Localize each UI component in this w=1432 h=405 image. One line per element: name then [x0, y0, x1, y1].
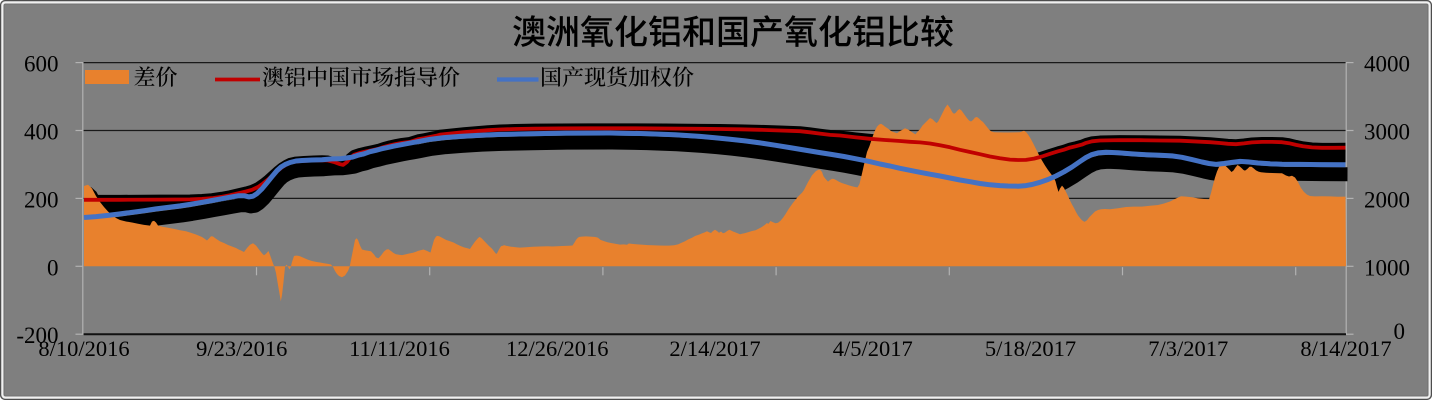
- svg-text:600: 600: [24, 52, 59, 77]
- svg-text:2/14/2017: 2/14/2017: [669, 336, 760, 361]
- svg-text:2000: 2000: [1364, 187, 1410, 212]
- svg-text:7/3/2017: 7/3/2017: [1148, 336, 1228, 361]
- svg-text:400: 400: [24, 120, 59, 145]
- svg-text:8/10/2016: 8/10/2016: [38, 336, 129, 361]
- svg-text:11/11/2016: 11/11/2016: [349, 336, 450, 361]
- svg-text:200: 200: [24, 187, 59, 212]
- svg-text:4/5/2017: 4/5/2017: [833, 336, 913, 361]
- svg-text:1000: 1000: [1364, 255, 1410, 280]
- svg-text:8/14/2017: 8/14/2017: [1300, 336, 1391, 361]
- svg-text:4000: 4000: [1364, 52, 1410, 77]
- svg-text:-200: -200: [16, 323, 58, 348]
- svg-text:5/18/2017: 5/18/2017: [985, 336, 1076, 361]
- svg-text:9/23/2016: 9/23/2016: [196, 336, 287, 361]
- svg-text:12/26/2016: 12/26/2016: [506, 336, 609, 361]
- svg-text:0: 0: [1394, 319, 1406, 344]
- svg-text:0: 0: [47, 255, 59, 280]
- svg-text:3000: 3000: [1364, 120, 1410, 145]
